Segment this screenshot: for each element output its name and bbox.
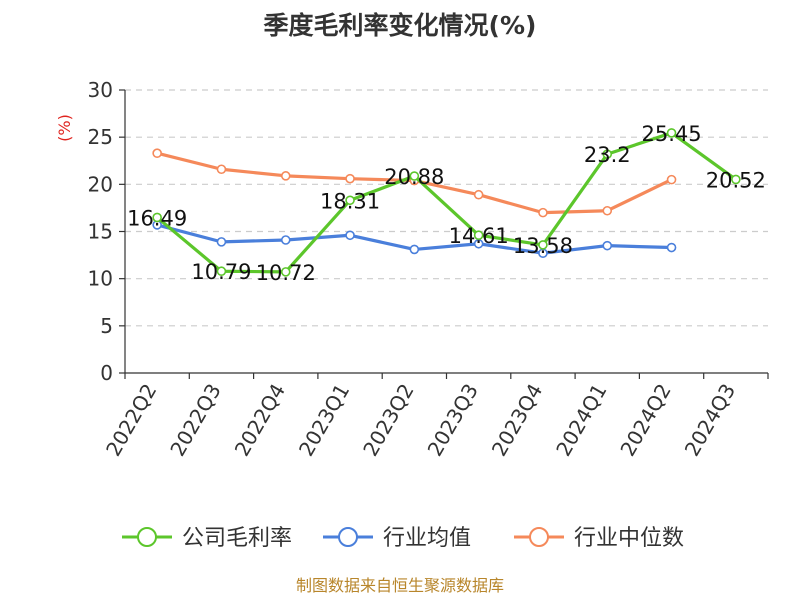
data-point: [666, 242, 677, 253]
data-label: 10.79: [191, 260, 251, 284]
data-label: 18.31: [320, 189, 380, 213]
y-tick-label: 20: [88, 172, 113, 196]
data-label: 25.45: [641, 122, 701, 146]
data-point: [409, 171, 420, 181]
y-tick-label: 5: [100, 314, 113, 338]
legend-label: 公司毛利率: [182, 526, 292, 551]
legend-marker: [529, 527, 549, 547]
data-point: [473, 189, 484, 200]
legend-marker: [137, 527, 157, 547]
data-point: [345, 195, 355, 206]
data-point: [409, 244, 420, 255]
grid: [125, 89, 768, 327]
data-point: [602, 149, 613, 159]
data-label: 10.72: [256, 261, 316, 285]
data-point: [538, 240, 548, 250]
data-label: 14.61: [449, 224, 509, 248]
x-tick-label: 2022Q2: [101, 380, 161, 461]
legend: 公司毛利率 行业均值 行业中位数: [122, 526, 684, 551]
data-label: 16.49: [127, 206, 187, 230]
y-tick-label: 0: [100, 361, 113, 385]
x-tick-label: 2023Q1: [294, 380, 354, 461]
series-line: [155, 131, 738, 274]
x-tick-label: 2023Q4: [487, 380, 547, 461]
data-point: [216, 266, 227, 277]
x-tick-label: 2023Q2: [358, 380, 418, 461]
data-point: [216, 164, 227, 175]
data-point: [602, 205, 613, 216]
data-point: [731, 174, 741, 185]
data-point: [473, 230, 484, 240]
y-tick-label: 30: [88, 78, 113, 102]
y-tick-label: 10: [88, 267, 113, 291]
data-source: 制图数据来自恒生聚源数据库: [296, 576, 504, 595]
data-label: 20.88: [384, 165, 444, 189]
x-tick-label: 2022Q4: [230, 380, 290, 461]
series-layer: [152, 128, 741, 277]
x-tick-label: 2024Q2: [615, 380, 675, 461]
y-tick-label: 15: [88, 220, 113, 244]
y-tick-label: 25: [88, 125, 113, 149]
data-label: 13.58: [513, 234, 573, 258]
legend-label: 行业均值: [383, 526, 471, 551]
data-point: [152, 212, 162, 223]
x-tick-label: 2022Q3: [165, 380, 225, 461]
data-point: [538, 207, 548, 218]
data-point: [216, 237, 227, 247]
legend-label: 行业中位数: [574, 526, 684, 551]
data-point: [152, 148, 162, 159]
data-point: [280, 235, 291, 245]
legend-marker: [338, 527, 358, 547]
data-point: [666, 174, 677, 185]
x-tick-label: 2024Q1: [551, 380, 611, 461]
x-tick-label: 2023Q3: [423, 380, 483, 461]
data-point: [602, 240, 613, 251]
data-point: [280, 171, 291, 181]
y-axis-label: (%): [55, 114, 74, 142]
data-point: [345, 173, 355, 184]
data-label: 23.2: [584, 143, 631, 167]
data-label: 20.52: [706, 168, 766, 192]
data-point: [345, 230, 355, 241]
data-point: [666, 128, 677, 138]
chart-title: 季度毛利率变化情况(%): [264, 11, 537, 40]
x-tick-label: 2024Q3: [680, 380, 740, 461]
data-point: [280, 267, 291, 277]
